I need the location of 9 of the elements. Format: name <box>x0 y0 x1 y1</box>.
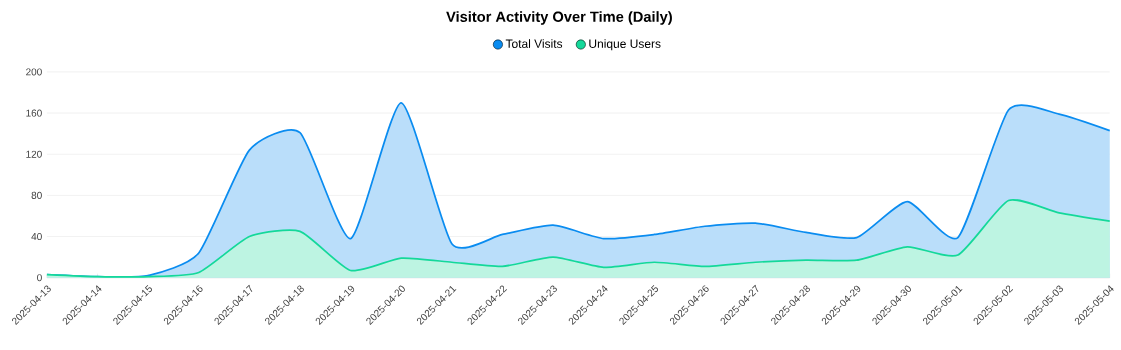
chart-title: Visitor Activity Over Time (Daily) <box>446 11 672 25</box>
legend-label: Total Visits <box>505 39 563 49</box>
y-tick-label: 40 <box>31 233 42 241</box>
y-tick-label: 200 <box>26 68 42 76</box>
y-tick-label: 80 <box>31 192 42 200</box>
y-tick-label: 120 <box>26 150 42 158</box>
y-tick-label: 0 <box>37 274 42 282</box>
y-tick-label: 160 <box>26 109 42 117</box>
legend-label: Unique Users <box>589 39 661 51</box>
